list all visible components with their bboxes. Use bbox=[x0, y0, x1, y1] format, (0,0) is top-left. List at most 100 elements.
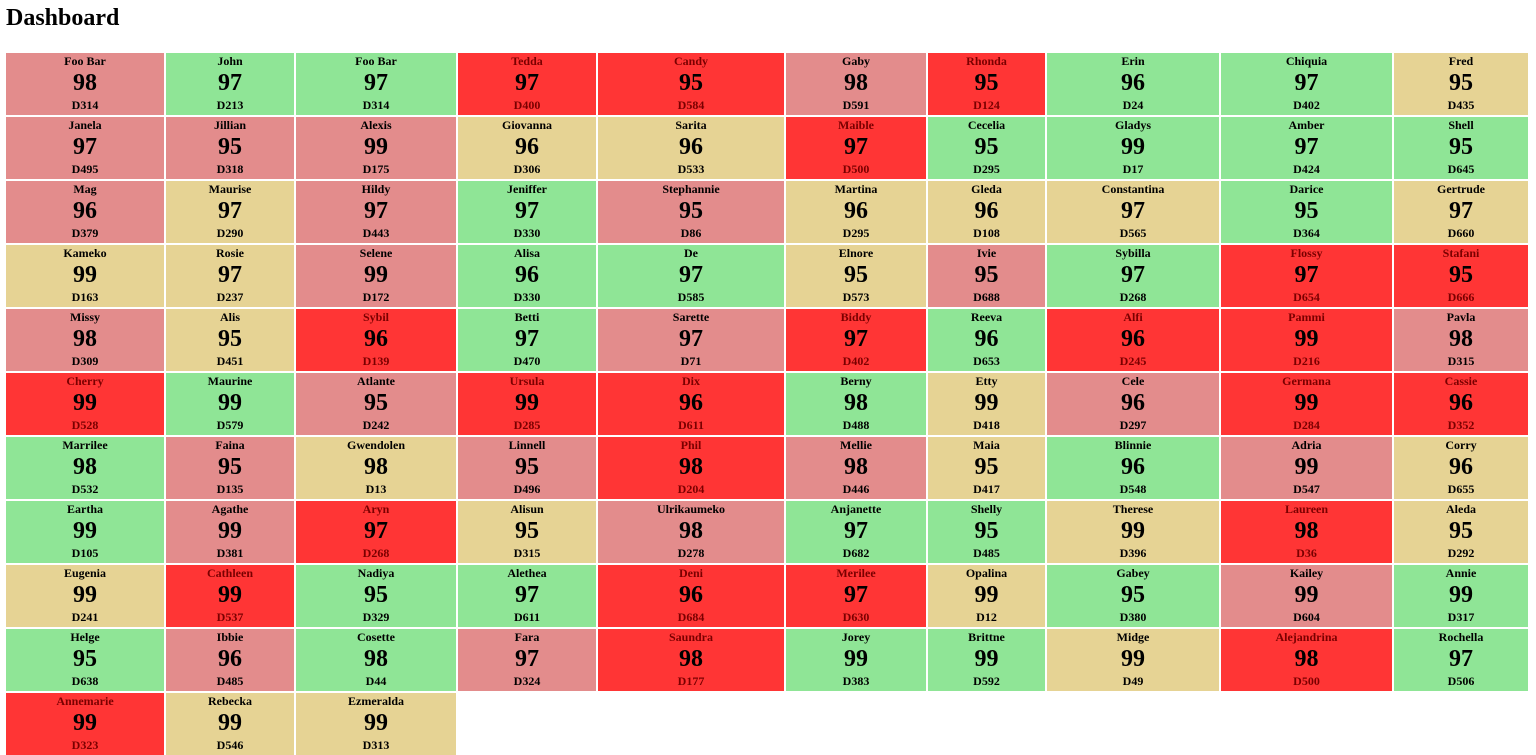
card-score: 95 bbox=[218, 326, 242, 352]
card-code: D329 bbox=[362, 610, 390, 624]
student-card: Aleda 95 D292 bbox=[1394, 501, 1528, 563]
card-score: 96 bbox=[844, 198, 868, 224]
card-score: 98 bbox=[844, 390, 868, 416]
student-card: Fara 97 D324 bbox=[458, 629, 596, 691]
student-card: Stafani 95 D666 bbox=[1394, 245, 1528, 307]
student-card: Erin 96 D24 bbox=[1047, 53, 1219, 115]
student-card: Corry 96 D655 bbox=[1394, 437, 1528, 499]
card-name: Gleda bbox=[971, 182, 1002, 196]
card-score: 99 bbox=[1121, 646, 1145, 672]
card-score: 96 bbox=[679, 134, 703, 160]
student-card: Darice 95 D364 bbox=[1221, 181, 1392, 243]
card-score: 98 bbox=[1294, 518, 1319, 544]
card-name: Darice bbox=[1289, 182, 1324, 196]
card-score: 99 bbox=[73, 582, 97, 608]
student-card: Anjanette 97 D682 bbox=[786, 501, 926, 563]
student-card: Constantina 97 D565 bbox=[1047, 181, 1219, 243]
student-card: Shelly 95 D485 bbox=[928, 501, 1045, 563]
card-score: 97 bbox=[218, 262, 242, 288]
card-code: D315 bbox=[1447, 354, 1475, 368]
student-card: Rebecka 99 D546 bbox=[166, 693, 294, 755]
card-name: Annie bbox=[1445, 566, 1477, 580]
card-score: 98 bbox=[73, 70, 97, 96]
student-card: Shell 95 D645 bbox=[1394, 117, 1528, 179]
card-code: D124 bbox=[973, 98, 1000, 112]
student-card: Sarita 96 D533 bbox=[598, 117, 784, 179]
card-name: Erin bbox=[1121, 54, 1145, 68]
student-card: Helge 95 D638 bbox=[6, 629, 164, 691]
card-score: 96 bbox=[1121, 390, 1145, 416]
card-code: D12 bbox=[976, 610, 997, 624]
card-score: 99 bbox=[73, 710, 97, 736]
card-score: 97 bbox=[515, 646, 539, 672]
card-score: 99 bbox=[1294, 454, 1319, 480]
student-card: Etty 99 D418 bbox=[928, 373, 1045, 435]
card-name: Sybilla bbox=[1115, 246, 1151, 260]
student-card: Alfi 96 D245 bbox=[1047, 309, 1219, 371]
card-code: D139 bbox=[362, 354, 390, 368]
card-code: D306 bbox=[513, 162, 541, 176]
card-score: 95 bbox=[364, 390, 388, 416]
card-score: 95 bbox=[679, 198, 703, 224]
card-code: D630 bbox=[842, 610, 870, 624]
card-score: 99 bbox=[73, 390, 97, 416]
card-name: Aleda bbox=[1446, 502, 1476, 516]
student-card: Laureen 98 D36 bbox=[1221, 501, 1392, 563]
card-score: 96 bbox=[679, 582, 703, 608]
card-score: 95 bbox=[679, 70, 703, 96]
card-name: Stephannie bbox=[662, 182, 720, 196]
card-code: D163 bbox=[71, 290, 99, 304]
card-code: D565 bbox=[1119, 226, 1147, 240]
student-card: Gleda 96 D108 bbox=[928, 181, 1045, 243]
card-name: Fred bbox=[1448, 54, 1474, 68]
card-name: Marrilee bbox=[62, 438, 108, 452]
card-score: 99 bbox=[73, 518, 97, 544]
card-score: 97 bbox=[844, 134, 868, 160]
card-name: Alis bbox=[219, 310, 240, 324]
card-code: D402 bbox=[842, 354, 870, 368]
card-score: 95 bbox=[364, 582, 388, 608]
student-card: Jeniffer 97 D330 bbox=[458, 181, 596, 243]
card-code: D245 bbox=[1119, 354, 1147, 368]
card-score: 95 bbox=[1294, 198, 1319, 224]
student-card: Cathleen 99 D537 bbox=[166, 565, 294, 627]
card-score: 99 bbox=[218, 390, 242, 416]
card-name: Faina bbox=[215, 438, 245, 452]
student-card: Cassie 96 D352 bbox=[1394, 373, 1528, 435]
card-score: 96 bbox=[1449, 454, 1473, 480]
card-name: Laureen bbox=[1284, 502, 1329, 516]
card-code: D604 bbox=[1293, 610, 1320, 624]
page-title: Dashboard bbox=[6, 5, 120, 31]
card-name: Gwendolen bbox=[346, 438, 405, 452]
card-score: 97 bbox=[73, 134, 97, 160]
card-code: D666 bbox=[1447, 290, 1475, 304]
card-score: 97 bbox=[515, 326, 539, 352]
card-name: Betti bbox=[514, 310, 540, 324]
card-score: 97 bbox=[1294, 70, 1319, 96]
card-name: Eugenia bbox=[63, 566, 106, 580]
card-score: 96 bbox=[679, 390, 703, 416]
student-card: Biddy 97 D402 bbox=[786, 309, 926, 371]
card-code: D284 bbox=[1293, 418, 1320, 432]
card-code: D295 bbox=[973, 162, 1000, 176]
card-code: D278 bbox=[677, 546, 705, 560]
card-code: D242 bbox=[362, 418, 390, 432]
card-name: Ursula bbox=[509, 374, 545, 388]
card-name: Annemarie bbox=[56, 694, 114, 708]
card-name: Mellie bbox=[840, 438, 872, 452]
card-score: 99 bbox=[1294, 390, 1319, 416]
student-card: Eugenia 99 D241 bbox=[6, 565, 164, 627]
card-code: D435 bbox=[1447, 98, 1475, 112]
card-name: Gladys bbox=[1114, 118, 1151, 132]
card-code: D17 bbox=[1122, 162, 1144, 176]
card-code: D295 bbox=[842, 226, 870, 240]
student-card: Tedda 97 D400 bbox=[458, 53, 596, 115]
student-card: Opalina 99 D12 bbox=[928, 565, 1045, 627]
card-code: D655 bbox=[1447, 482, 1475, 496]
card-name: Atlante bbox=[357, 374, 395, 388]
card-score: 97 bbox=[679, 326, 703, 352]
student-card: Pammi 99 D216 bbox=[1221, 309, 1392, 371]
student-card: Blinnie 96 D548 bbox=[1047, 437, 1219, 499]
student-card: Jorey 99 D383 bbox=[786, 629, 926, 691]
student-card: Kameko 99 D163 bbox=[6, 245, 164, 307]
